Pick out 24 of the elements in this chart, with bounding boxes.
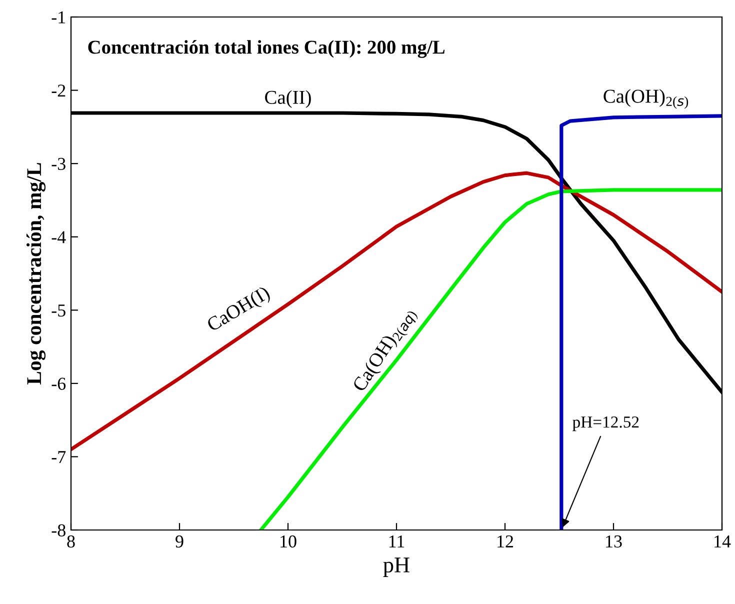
x-tick-label: 12 (498, 535, 514, 548)
x-tick-label: 8 (67, 535, 75, 548)
x-tick-label: 10 (280, 535, 296, 548)
y-tick-label: -3 (52, 158, 66, 170)
line-series (71, 171, 722, 452)
x-tick-label: 9 (176, 535, 184, 548)
x-tick-label: 14 (714, 535, 731, 548)
x-axis-title: pH (383, 558, 410, 577)
y-tick-label: -6 (52, 378, 66, 390)
series-label: Ca(OH)$_{2(s)}$ (604, 89, 688, 109)
y-tick-label: -8 (52, 524, 66, 536)
annotation: pH=12.52 (572, 416, 639, 432)
text: Ca(OH)$_{2(aq)}$ (352, 306, 420, 396)
y-tick-label: -1 (52, 11, 66, 24)
x-tick-label: 11 (389, 535, 404, 548)
y-axis-title: Log concentración, mg/L (26, 162, 46, 385)
y-tick-label: -7 (52, 451, 66, 463)
y-tick-label: -2 (52, 84, 66, 97)
y-tick-label: -5 (52, 304, 66, 317)
series-label: Ca(II) (265, 90, 311, 108)
x-tick-label: 13 (606, 535, 622, 548)
annotation: Concentración total iones Ca(II): 200 mg/L (88, 40, 445, 58)
y-tick-label: -4 (52, 231, 66, 244)
line-series (560, 114, 722, 530)
